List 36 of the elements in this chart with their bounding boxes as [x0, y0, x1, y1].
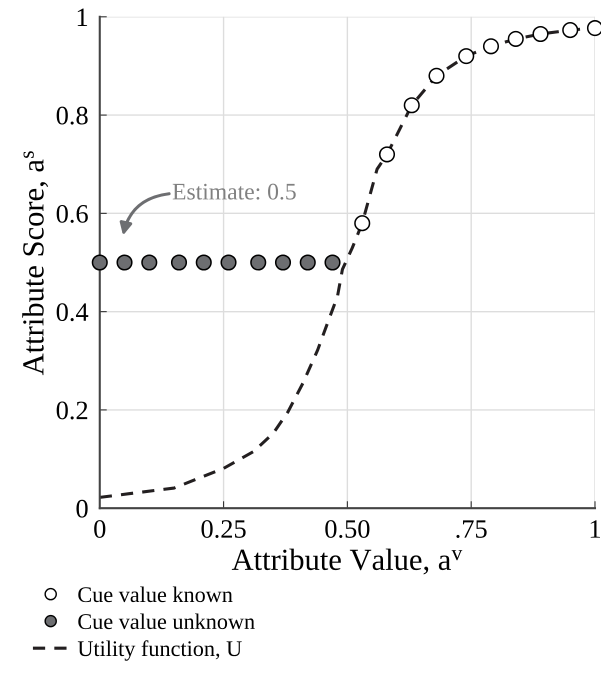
y-axis-title: Attribute Score, a$^{s}$ — [22, 151, 48, 376]
point — [141, 254, 158, 271]
x-tick-label: .75 — [456, 520, 487, 538]
x-axis-title: Attribute Value, a$^{v}$ — [232, 548, 462, 575]
y-tick-label: 0.4 — [56, 303, 88, 322]
y-tick-label: 0.2 — [56, 402, 88, 420]
x-tick-label: 0.25 — [201, 520, 246, 538]
point — [404, 97, 420, 114]
legend-label: Cue value unknown — [78, 613, 255, 630]
point — [170, 254, 188, 271]
point — [532, 26, 549, 42]
annotation: Estimate: 0.5 — [172, 184, 296, 200]
point — [378, 146, 396, 162]
legend-label: Utility function, U — [78, 640, 242, 661]
y-tick-label: 1 — [78, 8, 88, 26]
point — [324, 254, 341, 271]
point — [354, 215, 370, 232]
point — [196, 254, 212, 271]
legend-label: Cue value known — [78, 586, 233, 602]
point — [300, 254, 316, 271]
point — [250, 254, 266, 271]
x-tick-label: 0 — [94, 520, 106, 538]
point — [508, 30, 524, 47]
point — [562, 22, 578, 38]
point — [482, 38, 500, 54]
point — [92, 254, 108, 271]
point — [428, 68, 445, 84]
x-tick-label: 1 — [590, 520, 600, 538]
y-tick-label: 0.6 — [56, 204, 88, 223]
y-tick-label: 0.8 — [56, 106, 88, 125]
point — [274, 254, 292, 271]
point — [116, 254, 133, 271]
point — [458, 48, 474, 64]
y-tick-label: 0 — [76, 500, 88, 518]
x-tick-label: 0.50 — [325, 520, 370, 538]
point — [220, 254, 237, 271]
